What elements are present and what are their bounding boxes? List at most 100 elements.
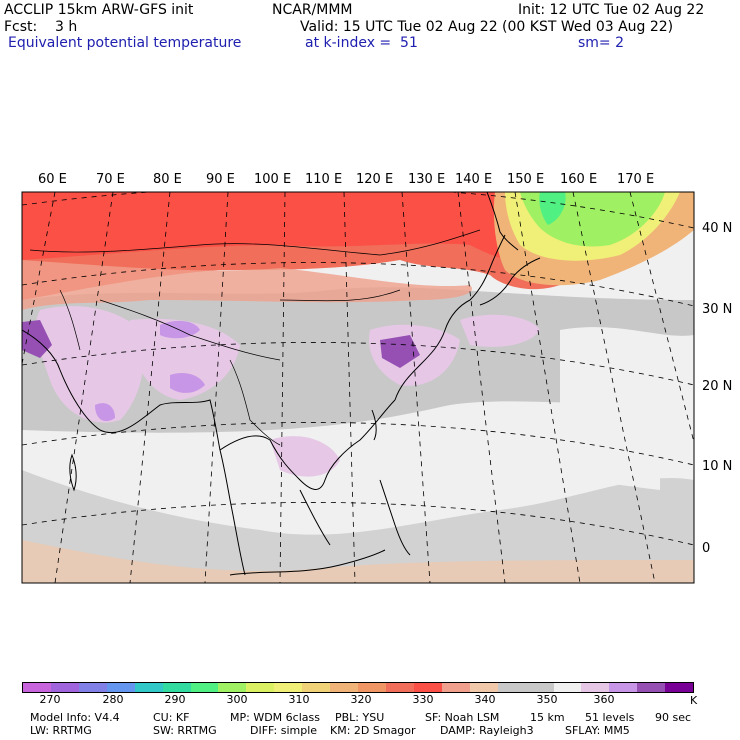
longitude-label: 170 E (617, 172, 655, 187)
footer-item: CU: KF (153, 711, 190, 724)
init-time: Init: 12 UTC Tue 02 Aug 22 (518, 2, 705, 18)
coast-south-asia (22, 329, 246, 576)
colorbar-segment (637, 683, 666, 692)
latitude-label: 30 N (702, 302, 733, 317)
colorbar-segment (302, 683, 331, 692)
colorbar-segment (274, 683, 303, 692)
colorbar-segment (162, 683, 191, 692)
footer-item: SW: RRTMG (153, 724, 217, 737)
footer-item: SF: Noah LSM (425, 711, 500, 724)
footer-item: PBL: YSU (335, 711, 385, 724)
longitude-label: 130 E (408, 172, 446, 187)
smoothing-value: sm= 2 (578, 35, 625, 51)
parallels (22, 192, 694, 546)
colorbar-segment (413, 683, 442, 692)
colorbar-segment (23, 683, 51, 692)
forecast-hour: Fcst: 3 h (4, 19, 78, 35)
field-region-365-india (130, 318, 240, 400)
colorbar (22, 682, 694, 693)
colorbar-tick-label: 320 (350, 693, 372, 706)
latitude-label: 40 N (702, 221, 733, 236)
field-region-375-west (22, 320, 52, 358)
footer-item: 15 km (530, 711, 565, 724)
border-russia (29, 229, 481, 256)
field-region-370-central (95, 403, 115, 422)
footer-item: KM: 2D Smagor (330, 724, 416, 737)
coast-sakhalin (486, 192, 519, 251)
border-himalaya (99, 299, 281, 361)
longitude-label: 80 E (153, 172, 182, 187)
longitude-label: 140 E (455, 172, 493, 187)
run-title: ACCLIP 15km ARW-GFS init (4, 2, 194, 18)
colorbar-segment (665, 683, 694, 692)
footer-item: MP: WDM 6class (230, 711, 320, 724)
longitude-label: 60 E (38, 172, 67, 187)
footer-item: DAMP: Rayleigh3 (440, 724, 534, 737)
latitude-label: 0 (702, 541, 711, 556)
field-region-370-bengal (170, 373, 205, 393)
footer-item: Model Info: V4.4 (30, 711, 120, 724)
longitude-label: 110 E (305, 172, 343, 187)
latitude-label: 20 N (702, 379, 733, 394)
colorbar-segment (497, 683, 526, 692)
organization-label: NCAR/MMM (272, 2, 353, 18)
colorbar-tick-label: 290 (164, 693, 186, 706)
border-mongolia (279, 289, 401, 302)
coast-philippines (379, 479, 411, 556)
colorbar-segment (78, 683, 107, 692)
border-myanmar (229, 359, 281, 446)
latitude-label: 10 N (702, 459, 733, 474)
longitude-label: 70 E (96, 172, 125, 187)
valid-time: Valid: 15 UTC Tue 02 Aug 22 (00 KST Wed … (300, 19, 674, 35)
longitude-label: 100 E (254, 172, 292, 187)
colorbar-segment (218, 683, 247, 692)
colorbar-unit: K (690, 694, 698, 707)
colorbar-tick-label: 340 (474, 693, 496, 706)
footer-item: SFLAY: MM5 (565, 724, 630, 737)
field-region-350-south (22, 470, 694, 583)
colorbar-segment (330, 683, 359, 692)
longitude-label: 120 E (356, 172, 394, 187)
coast-indochina (219, 399, 396, 490)
colorbar-segment (50, 683, 79, 692)
colorbar-segment (441, 683, 470, 692)
field-region-370-tibet (160, 320, 200, 339)
coast-taiwan (371, 409, 377, 441)
field-region-365-sea (460, 314, 540, 347)
level-index: at k-index = 51 (305, 35, 418, 51)
longitude-label: 90 E (206, 172, 235, 187)
colorbar-segment (525, 683, 554, 692)
footer-item: 90 sec (655, 711, 692, 724)
field-region-295 (539, 192, 566, 225)
coast-borneo (299, 489, 331, 546)
field-region-340-south (22, 540, 694, 583)
colorbar-tick-label: 330 (412, 693, 434, 706)
colorbar-segment (469, 683, 498, 692)
footer-item: 51 levels (585, 711, 635, 724)
colorbar-segment (609, 683, 638, 692)
field-region-375-east (380, 335, 420, 368)
colorbar-tick-label: 360 (593, 693, 615, 706)
colorbar-segment (106, 683, 135, 692)
field-name: Equivalent potential temperature (8, 35, 242, 51)
colorbar-tick-label: 310 (288, 693, 310, 706)
colorbar-segment (134, 683, 163, 692)
coast-japan (479, 257, 541, 306)
colorbar-segment (246, 683, 275, 692)
colorbar-segment (190, 683, 219, 692)
colorbar-segment (553, 683, 582, 692)
longitude-label: 150 E (507, 172, 545, 187)
colorbar-segment (385, 683, 414, 692)
country-borders (29, 229, 481, 446)
coastlines (22, 192, 541, 576)
colorbar-segment (358, 683, 386, 692)
footer-item: DIFF: simple (250, 724, 318, 737)
colorbar-tick-label: 280 (102, 693, 124, 706)
meridians (22, 192, 694, 583)
theta-e-field (22, 192, 694, 583)
field-region-340 (22, 260, 472, 310)
field-region-355-tropics (430, 417, 660, 490)
colorbar-tick-label: 350 (536, 693, 558, 706)
map-frame (21, 191, 695, 584)
